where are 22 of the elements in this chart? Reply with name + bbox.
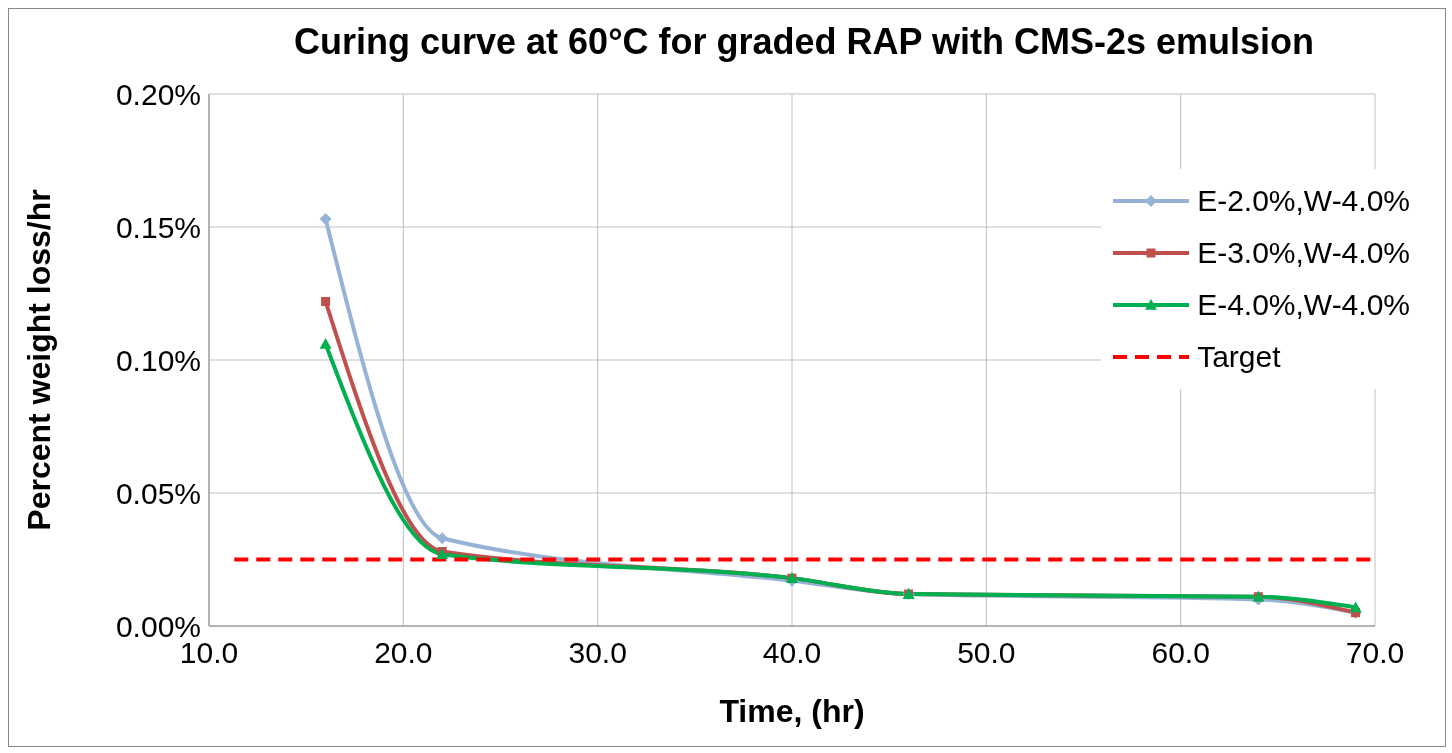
x-tick-label: 70.0 — [1345, 636, 1405, 670]
point — [319, 338, 332, 349]
x-tick-label: 60.0 — [1151, 636, 1210, 670]
point — [1349, 601, 1362, 613]
legend-label: E-3.0%,W-4.0% — [1197, 236, 1410, 270]
x-axis-title: Time, (hr) — [719, 693, 865, 729]
chart-title: Curing curve at 60°C for graded RAP with CMS-2s emulsion — [293, 21, 1315, 63]
x-tick-label: 40.0 — [762, 636, 822, 670]
legend-label: E-4.0%,W-4.0% — [1197, 288, 1410, 322]
x-tick-label: 50.0 — [957, 636, 1016, 670]
y-tick-label: 0.15% — [115, 210, 201, 244]
point — [436, 532, 449, 545]
y-tick-label: 0.20% — [115, 77, 201, 111]
y-tick-label: 0.10% — [115, 343, 201, 377]
legend-label: E-2.0%,W-4.0% — [1197, 184, 1410, 218]
point — [319, 213, 332, 226]
y-tick-label: 0.05% — [115, 476, 201, 510]
x-tick-label: 30.0 — [568, 636, 627, 670]
y-axis-title: Percent weight loss/hr — [21, 189, 58, 531]
x-tick-label: 20.0 — [374, 636, 433, 670]
legend-label: Target — [1197, 340, 1281, 374]
point — [321, 296, 331, 306]
